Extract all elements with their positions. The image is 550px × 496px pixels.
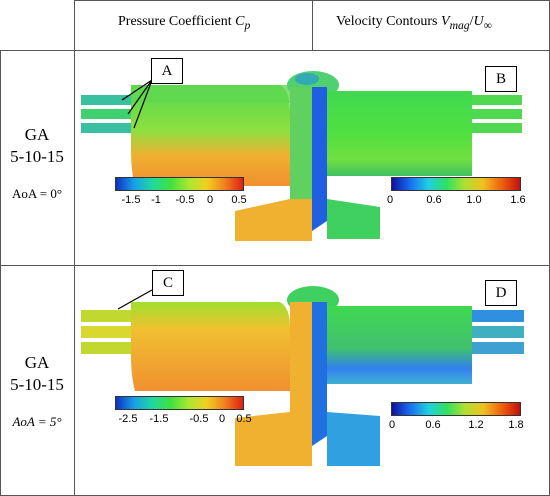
header-velocity-contours: Velocity Contours Vmag/U∞ <box>336 14 492 32</box>
tail-tube-2 <box>81 109 131 119</box>
row1-vel-tick: 1.0 <box>466 194 482 206</box>
label-column-divider <box>74 0 75 496</box>
header-divider <box>0 50 550 51</box>
row1-velocity-colorbar <box>391 177 521 191</box>
header-column-divider <box>312 0 313 50</box>
row1-cp-tick: 0 <box>206 194 214 206</box>
row1-cp-tick: 0.5 <box>231 194 247 206</box>
row1-cp-tick: -1.5 <box>121 194 141 206</box>
row1-aoa-label: AoA = 0° <box>11 186 63 201</box>
row2-vel-tick: 0.6 <box>425 419 441 431</box>
row2-cp-tick: 0 <box>218 413 226 425</box>
row-divider <box>0 265 550 266</box>
row1-aircraft-render <box>81 71 522 241</box>
row2-cp-tick: -2.5 <box>118 413 138 425</box>
callout-c: C <box>152 270 184 296</box>
callout-b: B <box>485 66 517 92</box>
row2-velocity-colorbar <box>391 402 521 416</box>
row1-vel-tick: 1.6 <box>510 194 526 206</box>
callout-a: A <box>151 58 183 84</box>
header-pressure-coefficient: Pressure Coefficient Cp <box>118 14 251 32</box>
row2-aircraft-render <box>81 286 524 466</box>
row2-aoa-label: AoA = 5° <box>12 414 62 429</box>
row2-cp-colorbar <box>115 396 244 410</box>
row2-cp-tick: -1.5 <box>149 413 169 425</box>
row2-airfoil-label: GA 5-10-15 <box>10 353 64 394</box>
row1-cp-tick: -0.5 <box>175 194 195 206</box>
tail-tube-1 <box>81 95 131 105</box>
callout-d: D <box>485 280 517 306</box>
row1-vel-tick: 0.6 <box>426 194 442 206</box>
row2-vel-tick: 1.8 <box>508 419 524 431</box>
row1-cp-tick: -1 <box>151 194 161 206</box>
table-left-border <box>0 50 1 496</box>
tail-tube-3 <box>81 123 131 133</box>
row2-cp-tick: -0.5 <box>189 413 209 425</box>
row1-airfoil-label: GA 5-10-15 <box>10 125 64 166</box>
row1-cp-colorbar <box>115 177 244 191</box>
row2-vel-tick: 0 <box>388 419 396 431</box>
row2-vel-tick: 1.2 <box>468 419 484 431</box>
row1-vel-tick: 0 <box>386 194 394 206</box>
row2-cp-tick: 0.5 <box>236 413 252 425</box>
